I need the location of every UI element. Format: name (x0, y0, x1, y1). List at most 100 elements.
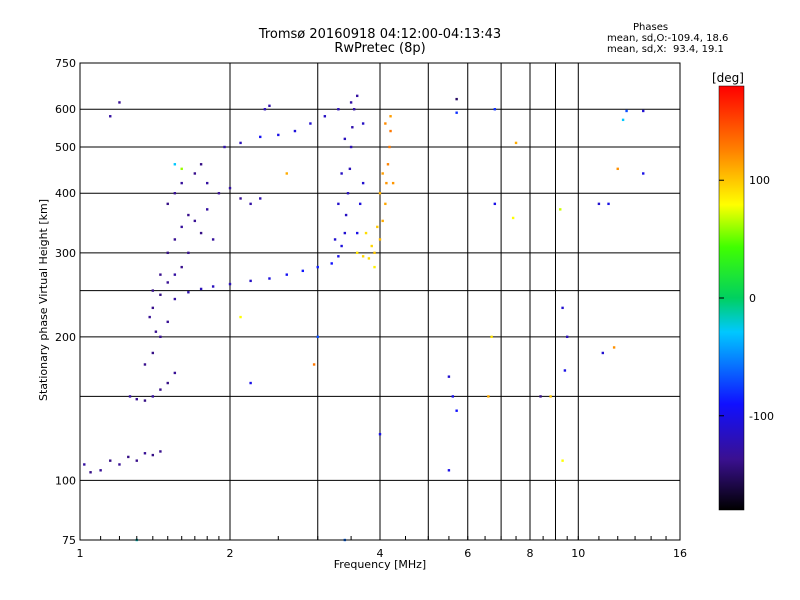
echo-point (128, 395, 132, 398)
echo-point (211, 238, 215, 241)
echo-point (312, 363, 316, 366)
echo-point (455, 97, 458, 101)
y-tick-label: 500 (55, 141, 76, 154)
echo-point (340, 172, 343, 175)
echo-point (316, 335, 319, 339)
echo-point (455, 111, 458, 114)
echo-point (621, 118, 625, 122)
echo-point (151, 306, 155, 310)
chart-subtitle: RwPretec (8p) (334, 41, 426, 56)
echo-point (346, 192, 350, 195)
echo-point (285, 172, 288, 175)
echo-point (151, 453, 155, 457)
echo-point (391, 181, 395, 185)
echo-point (154, 330, 158, 333)
echo-point (268, 277, 271, 280)
echo-point (455, 409, 458, 412)
y-tick-label: 750 (55, 57, 76, 70)
y-tick-label: 600 (55, 103, 76, 116)
echo-point (293, 129, 297, 133)
echo-point (228, 186, 232, 190)
echo-point (249, 279, 252, 283)
echo-point (143, 363, 147, 366)
echo-point (355, 251, 359, 255)
echo-point (180, 167, 183, 171)
echo-point (323, 115, 327, 118)
echo-point (309, 122, 312, 125)
echo-point (378, 432, 382, 436)
echo-point (118, 463, 121, 466)
echo-point (268, 104, 271, 108)
x-tick-label: 2 (227, 547, 234, 560)
echo-point (205, 181, 209, 185)
echo-point (217, 192, 221, 195)
echo-point (180, 265, 183, 269)
echo-point (135, 397, 138, 401)
echo-point (355, 231, 359, 235)
echo-point (159, 450, 162, 453)
echo-point (159, 335, 162, 339)
echo-point (451, 395, 455, 398)
echo-point (386, 163, 390, 166)
echo-point (166, 320, 169, 324)
echo-point (89, 471, 92, 474)
echo-point (511, 216, 515, 220)
echo-point (249, 202, 252, 206)
echo-point (259, 197, 262, 200)
echo-point (361, 122, 365, 125)
echo-point (316, 265, 319, 269)
echo-point (173, 273, 177, 276)
chart-title: Tromsø 20160918 04:12:00-04:13:43 (258, 27, 502, 42)
echo-point (173, 371, 177, 375)
echo-point (187, 213, 190, 217)
echo-point (173, 163, 177, 166)
echo-point (561, 459, 564, 462)
echo-point (159, 388, 162, 391)
echo-point (148, 315, 151, 319)
echo-point (263, 108, 267, 111)
echo-point (239, 315, 242, 319)
echo-point (109, 115, 112, 118)
echo-point (187, 291, 190, 294)
echo-point (349, 101, 353, 104)
echo-point (199, 287, 203, 291)
echo-point (159, 293, 162, 296)
echo-point (385, 181, 388, 185)
echo-point (151, 351, 155, 355)
echo-point (563, 369, 567, 372)
echo-point (487, 395, 490, 398)
echo-point (199, 163, 203, 166)
echo-point (330, 262, 333, 265)
echo-point (193, 172, 197, 175)
echo-point (367, 257, 371, 260)
x-tick-label: 1 (77, 547, 84, 560)
echo-point (389, 115, 392, 118)
echo-point (607, 202, 610, 206)
echo-point (384, 122, 387, 125)
echo-point (381, 219, 384, 223)
echo-point (343, 137, 347, 141)
echo-point (337, 108, 340, 111)
echo-point (389, 129, 392, 133)
echo-point (180, 181, 183, 185)
echo-point (151, 289, 155, 292)
echo-point (259, 135, 262, 139)
echo-point (597, 202, 601, 206)
echo-point (539, 395, 542, 398)
echo-point (373, 251, 376, 255)
colorbar-tick-label: -100 (749, 410, 774, 423)
x-tick-label: 6 (464, 547, 471, 560)
echo-point (166, 381, 169, 385)
echo-point (205, 208, 209, 211)
y-tick-label: 400 (55, 187, 76, 200)
echo-point (285, 273, 288, 276)
echo-point (612, 346, 616, 349)
y-tick-label: 300 (55, 247, 76, 260)
y-tick-label: 75 (62, 534, 76, 547)
colorbar-tick-label: 0 (749, 292, 756, 305)
echo-point (642, 109, 645, 113)
echo-point (493, 202, 497, 206)
echo-point (223, 145, 226, 149)
colorbar-tick-label: 100 (749, 174, 770, 187)
